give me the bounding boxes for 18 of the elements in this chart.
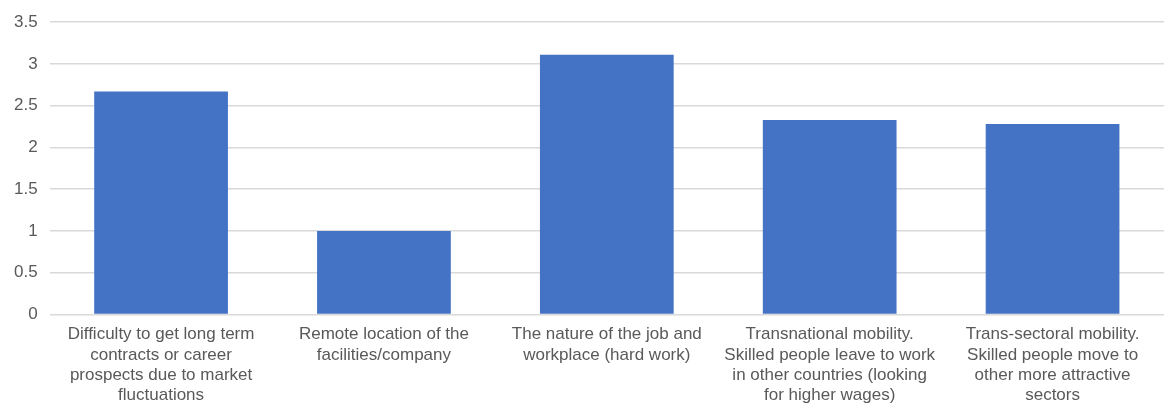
x-tick-label: Difficulty to get long term contracts or career prospects due to market fluctuations bbox=[67, 324, 255, 405]
y-tick-label: 3 bbox=[28, 53, 38, 73]
y-tick-label: 2 bbox=[28, 137, 38, 157]
y-tick-label: 2.5 bbox=[13, 95, 38, 115]
bar bbox=[317, 230, 451, 314]
x-tick-label: The nature of the job and workplace (hard work) bbox=[511, 324, 702, 364]
y-tick-label: 1 bbox=[28, 220, 38, 240]
bar bbox=[762, 119, 897, 314]
y-tick-label: 0 bbox=[28, 304, 38, 324]
bar bbox=[985, 124, 1120, 314]
bar bbox=[94, 91, 228, 314]
bar bbox=[539, 54, 674, 314]
y-tick-label: 0.5 bbox=[13, 262, 38, 282]
y-tick-label: 3.5 bbox=[13, 11, 38, 31]
x-tick-label: Remote location of the facilities/company bbox=[298, 324, 469, 364]
y-tick-label: 1.5 bbox=[13, 178, 38, 198]
x-tick-label: Trans-sectoral mobility. Skilled people move to other more attractive sectors bbox=[965, 324, 1140, 405]
x-tick-label: Transnational mobility. Skilled people leave to work in other countries (looking for higher wages) bbox=[724, 324, 936, 405]
